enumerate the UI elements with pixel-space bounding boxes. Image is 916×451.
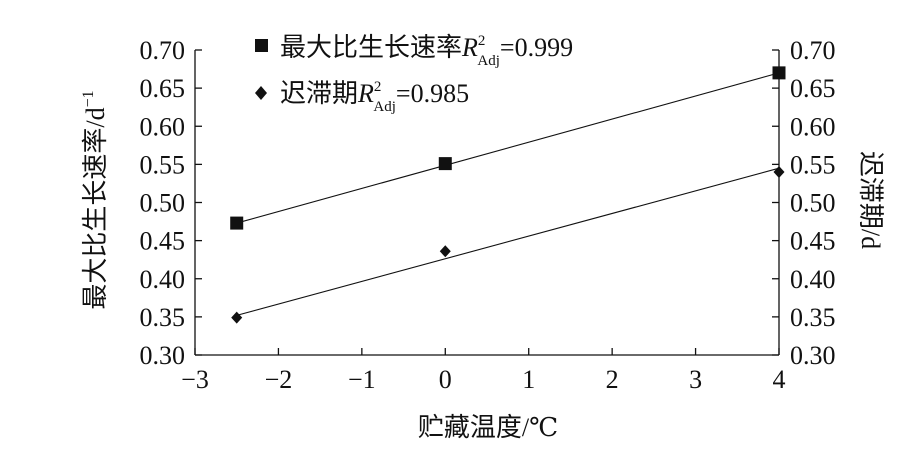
x-tick-label: −3 bbox=[181, 365, 209, 394]
lag-phase-point bbox=[439, 245, 451, 258]
legend-r-sup: 2 bbox=[374, 79, 382, 95]
legend-diamond-marker bbox=[255, 86, 267, 100]
y-tick-label-left: 0.65 bbox=[140, 74, 186, 103]
legend-r-symbol: R bbox=[461, 33, 478, 62]
fit-line-lag-phase bbox=[236, 167, 780, 316]
lag-phase-point bbox=[231, 311, 243, 324]
x-tick-label: −2 bbox=[265, 365, 293, 394]
y-tick-label-right: 0.60 bbox=[790, 112, 836, 141]
y-tick-label-left: 0.70 bbox=[140, 36, 186, 65]
y-axis-left-title: 最大比生长速率/d−1 bbox=[80, 90, 110, 309]
y-tick-label-right: 0.70 bbox=[790, 36, 836, 65]
growth-rate-point bbox=[230, 216, 244, 230]
y-tick-label-right: 0.55 bbox=[790, 150, 836, 179]
x-tick-label: −1 bbox=[348, 365, 376, 394]
y-tick-label-right: 0.45 bbox=[790, 227, 836, 256]
legend: 最大比生长速率R2 Adj=0.999 迟滞期R2 Adj=0.985 bbox=[255, 33, 573, 115]
x-tick-label: 0 bbox=[439, 365, 452, 394]
legend-label-growth-rate: 最大比生长速率 bbox=[280, 33, 462, 62]
x-tick-label: 1 bbox=[522, 365, 535, 394]
legend-value-growth-rate: =0.999 bbox=[500, 33, 573, 62]
y-tick-label-left: 0.30 bbox=[140, 341, 186, 370]
growth-rate-point bbox=[438, 157, 452, 171]
lag-phase-point bbox=[773, 166, 785, 178]
legend-r-sup: 2 bbox=[478, 33, 486, 49]
x-tick-label: 2 bbox=[606, 365, 619, 394]
y-tick-label-left: 0.35 bbox=[140, 303, 186, 332]
legend-r-sub: Adj bbox=[477, 53, 500, 69]
legend-entry-growth-rate: 最大比生长速率R2 Adj=0.999 bbox=[255, 33, 573, 69]
axes: −3 −2 −1 0 1 2 3 40.30 0.300.35 0.350.40 0.400.45 0… bbox=[140, 36, 836, 394]
legend-square-marker bbox=[255, 39, 268, 52]
legend-r-sub: Adj bbox=[373, 99, 396, 115]
y-tick-label-right: 0.50 bbox=[790, 189, 836, 218]
y-tick-label-left: 0.50 bbox=[140, 189, 186, 218]
y-axis-right-title: 迟滞期/d bbox=[856, 151, 885, 249]
y-tick-label-left: 0.45 bbox=[140, 227, 186, 256]
x-tick-label: 3 bbox=[689, 365, 702, 394]
y-tick-label-left: 0.60 bbox=[140, 112, 186, 141]
y-tick-label-right: 0.30 bbox=[790, 341, 836, 370]
legend-r-symbol: R bbox=[357, 79, 374, 108]
y-tick-label-left: 0.55 bbox=[140, 150, 186, 179]
y-tick-label-right: 0.65 bbox=[790, 74, 836, 103]
x-tick-label: 4 bbox=[773, 365, 786, 394]
legend-label-lag-phase: 迟滞期 bbox=[280, 79, 358, 108]
legend-value-lag-phase: =0.985 bbox=[396, 79, 469, 108]
y-tick-label-right: 0.35 bbox=[790, 303, 836, 332]
legend-entry-lag-phase: 迟滞期R2 Adj=0.985 bbox=[255, 79, 469, 115]
growth-rate-point bbox=[772, 66, 786, 80]
y-axis-left-title-sup: −1 bbox=[80, 90, 97, 107]
y-tick-label-right: 0.40 bbox=[790, 265, 836, 294]
fit-line-growth-rate bbox=[236, 72, 780, 224]
chart-marks bbox=[230, 66, 786, 324]
y-tick-label-left: 0.40 bbox=[140, 265, 186, 294]
x-axis-title: 贮藏温度/℃ bbox=[418, 413, 558, 442]
